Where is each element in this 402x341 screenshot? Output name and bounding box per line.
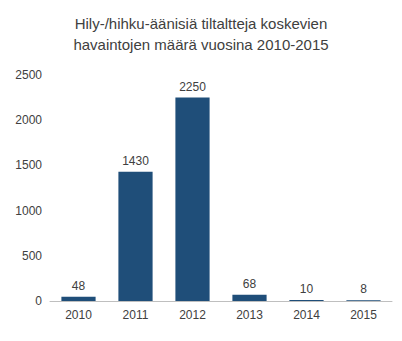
svg-text:2012: 2012 (179, 308, 206, 322)
svg-text:2011: 2011 (123, 308, 149, 322)
svg-text:10: 10 (300, 282, 314, 296)
svg-text:8: 8 (360, 282, 367, 296)
svg-text:havaintojen määrä vuosina 2010: havaintojen määrä vuosina 2010-2015 (73, 36, 328, 53)
svg-text:1430: 1430 (122, 154, 149, 168)
svg-text:1500: 1500 (15, 158, 42, 172)
svg-text:2500: 2500 (15, 68, 42, 82)
svg-text:2010: 2010 (65, 308, 92, 322)
svg-text:2015: 2015 (350, 308, 377, 322)
svg-text:Hily-/hihku-äänisiä tiltalttej: Hily-/hihku-äänisiä tiltaltteja koskevie… (75, 15, 328, 32)
svg-text:2014: 2014 (293, 308, 320, 322)
svg-text:68: 68 (243, 277, 257, 291)
svg-text:2000: 2000 (15, 113, 42, 127)
svg-text:2013: 2013 (236, 308, 263, 322)
svg-text:1000: 1000 (15, 204, 42, 218)
svg-text:500: 500 (22, 249, 42, 263)
svg-text:0: 0 (35, 294, 42, 308)
svg-text:48: 48 (72, 279, 86, 293)
svg-text:2250: 2250 (179, 80, 206, 94)
